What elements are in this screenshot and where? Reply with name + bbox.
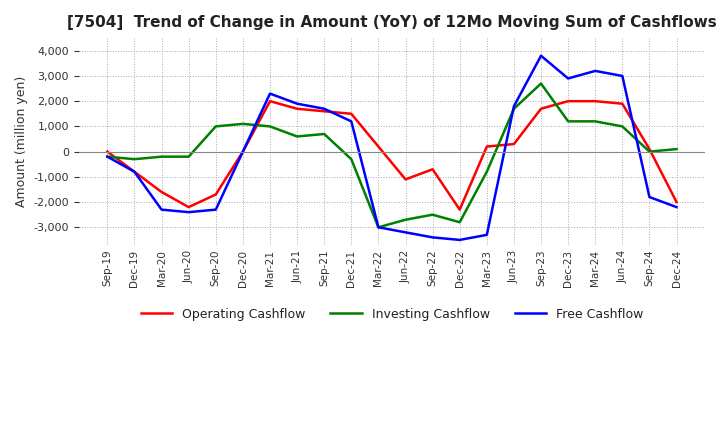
Investing Cashflow bbox=[482, 169, 491, 174]
Operating Cashflow bbox=[184, 205, 193, 210]
Operating Cashflow bbox=[238, 149, 247, 154]
Free Cashflow bbox=[130, 169, 139, 174]
Investing Cashflow bbox=[591, 119, 600, 124]
Investing Cashflow bbox=[157, 154, 166, 159]
Operating Cashflow bbox=[401, 177, 410, 182]
Investing Cashflow bbox=[645, 149, 654, 154]
Legend: Operating Cashflow, Investing Cashflow, Free Cashflow: Operating Cashflow, Investing Cashflow, … bbox=[135, 303, 648, 326]
Line: Investing Cashflow: Investing Cashflow bbox=[107, 84, 677, 227]
Free Cashflow bbox=[482, 232, 491, 238]
Operating Cashflow bbox=[293, 106, 302, 111]
Free Cashflow bbox=[374, 225, 383, 230]
Free Cashflow bbox=[238, 149, 247, 154]
Investing Cashflow bbox=[238, 121, 247, 127]
Y-axis label: Amount (million yen): Amount (million yen) bbox=[15, 76, 28, 207]
Free Cashflow bbox=[564, 76, 572, 81]
Operating Cashflow bbox=[157, 189, 166, 194]
Investing Cashflow bbox=[130, 157, 139, 162]
Operating Cashflow bbox=[103, 149, 112, 154]
Operating Cashflow bbox=[266, 99, 274, 104]
Operating Cashflow bbox=[212, 192, 220, 197]
Free Cashflow bbox=[401, 230, 410, 235]
Investing Cashflow bbox=[184, 154, 193, 159]
Free Cashflow bbox=[510, 103, 518, 109]
Investing Cashflow bbox=[401, 217, 410, 222]
Operating Cashflow bbox=[374, 144, 383, 149]
Investing Cashflow bbox=[536, 81, 545, 86]
Title: [7504]  Trend of Change in Amount (YoY) of 12Mo Moving Sum of Cashflows: [7504] Trend of Change in Amount (YoY) o… bbox=[67, 15, 717, 30]
Free Cashflow bbox=[184, 209, 193, 215]
Operating Cashflow bbox=[347, 111, 356, 117]
Operating Cashflow bbox=[482, 144, 491, 149]
Operating Cashflow bbox=[130, 169, 139, 174]
Investing Cashflow bbox=[103, 154, 112, 159]
Investing Cashflow bbox=[618, 124, 626, 129]
Free Cashflow bbox=[618, 73, 626, 79]
Free Cashflow bbox=[157, 207, 166, 212]
Operating Cashflow bbox=[672, 199, 681, 205]
Free Cashflow bbox=[672, 205, 681, 210]
Investing Cashflow bbox=[347, 157, 356, 162]
Free Cashflow bbox=[347, 119, 356, 124]
Investing Cashflow bbox=[564, 119, 572, 124]
Operating Cashflow bbox=[536, 106, 545, 111]
Investing Cashflow bbox=[293, 134, 302, 139]
Operating Cashflow bbox=[618, 101, 626, 106]
Investing Cashflow bbox=[320, 131, 328, 136]
Operating Cashflow bbox=[455, 207, 464, 212]
Free Cashflow bbox=[266, 91, 274, 96]
Free Cashflow bbox=[428, 235, 437, 240]
Operating Cashflow bbox=[320, 109, 328, 114]
Investing Cashflow bbox=[428, 212, 437, 217]
Free Cashflow bbox=[103, 154, 112, 159]
Free Cashflow bbox=[645, 194, 654, 200]
Free Cashflow bbox=[591, 68, 600, 73]
Operating Cashflow bbox=[510, 141, 518, 147]
Operating Cashflow bbox=[428, 167, 437, 172]
Investing Cashflow bbox=[212, 124, 220, 129]
Investing Cashflow bbox=[266, 124, 274, 129]
Investing Cashflow bbox=[672, 147, 681, 152]
Operating Cashflow bbox=[564, 99, 572, 104]
Free Cashflow bbox=[455, 237, 464, 242]
Free Cashflow bbox=[212, 207, 220, 212]
Investing Cashflow bbox=[510, 106, 518, 111]
Free Cashflow bbox=[536, 53, 545, 59]
Operating Cashflow bbox=[591, 99, 600, 104]
Free Cashflow bbox=[293, 101, 302, 106]
Free Cashflow bbox=[320, 106, 328, 111]
Operating Cashflow bbox=[645, 147, 654, 152]
Line: Free Cashflow: Free Cashflow bbox=[107, 56, 677, 240]
Line: Operating Cashflow: Operating Cashflow bbox=[107, 101, 677, 209]
Investing Cashflow bbox=[455, 220, 464, 225]
Investing Cashflow bbox=[374, 225, 383, 230]
